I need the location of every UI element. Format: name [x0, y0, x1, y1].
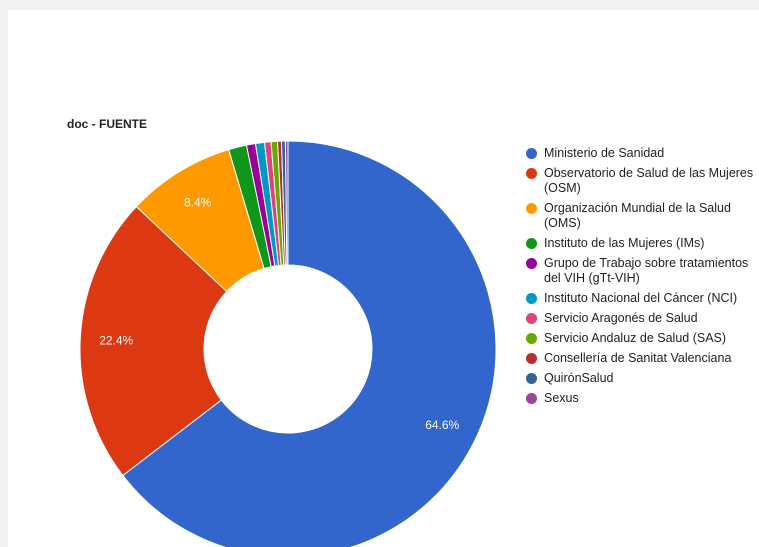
- chart-panel: doc - FUENTE 64.6% 22.4% 8.4% Ministerio d…: [8, 10, 759, 547]
- legend-swatch: [526, 293, 537, 304]
- legend-swatch: [526, 203, 537, 214]
- legend-swatch: [526, 238, 537, 249]
- legend-label: Observatorio de Salud de las Mujeres (OS…: [544, 166, 754, 195]
- legend-label: Servicio Aragonés de Salud: [544, 311, 698, 325]
- legend-swatch: [526, 333, 537, 344]
- legend-label: Ministerio de Sanidad: [544, 146, 665, 160]
- legend-item-sexus[interactable]: Sexus: [526, 391, 759, 406]
- legend-label: Servicio Andaluz de Salud (SAS): [544, 331, 727, 345]
- legend: Ministerio de Sanidad Observatorio de Sal…: [526, 146, 759, 411]
- legend-item-servicio-andaluz-de-salud-sas[interactable]: Servicio Andaluz de Salud (SAS): [526, 331, 759, 346]
- slice-label-observatorio-de-salud-de-las-mujeres-osm: 22.4%: [99, 333, 133, 347]
- slice-label-ministerio-de-sanidad: 64.6%: [425, 418, 459, 432]
- legend-label: Consellería de Sanitat Valenciana: [544, 351, 732, 365]
- slice-ministerio-de-sanidad[interactable]: [122, 140, 497, 547]
- legend-label: Instituto de las Mujeres (IMs): [544, 236, 705, 250]
- legend-item-grupo-de-trabajo-sobre-tratamientos-del-vih-gtt-vih[interactable]: Grupo de Trabajo sobre tratamientos del …: [526, 256, 759, 286]
- legend-swatch: [526, 393, 537, 404]
- legend-label: QuirónSalud: [544, 371, 614, 385]
- legend-item-servicio-aragones-de-salud[interactable]: Servicio Aragonés de Salud: [526, 311, 759, 326]
- slice-sexus[interactable]: [284, 140, 289, 266]
- slice-label-organizacion-mundial-de-la-salud-oms: 8.4%: [184, 196, 212, 210]
- legend-swatch: [526, 258, 537, 269]
- legend-swatch: [526, 373, 537, 384]
- chart-title: doc - FUENTE: [67, 117, 147, 131]
- legend-label: Grupo de Trabajo sobre tratamientos del …: [544, 256, 749, 285]
- legend-label: Instituto Nacional del Cáncer (NCI): [544, 291, 738, 305]
- legend-item-quironsalud[interactable]: QuirónSalud: [526, 371, 759, 386]
- legend-item-instituto-nacional-del-cancer-nci[interactable]: Instituto Nacional del Cáncer (NCI): [526, 291, 759, 306]
- legend-swatch: [526, 168, 537, 179]
- legend-item-conselleria-de-sanitat-valenciana[interactable]: Consellería de Sanitat Valenciana: [526, 351, 759, 366]
- legend-item-ministerio-de-sanidad[interactable]: Ministerio de Sanidad: [526, 146, 759, 161]
- donut-chart: 64.6% 22.4% 8.4%: [79, 140, 497, 547]
- legend-item-observatorio-de-salud-de-las-mujeres-osm[interactable]: Observatorio de Salud de las Mujeres (OS…: [526, 166, 759, 196]
- legend-item-organizacion-mundial-de-la-salud-oms[interactable]: Organización Mundial de la Salud (OMS): [526, 201, 759, 231]
- legend-swatch: [526, 313, 537, 324]
- legend-swatch: [526, 353, 537, 364]
- legend-item-instituto-de-las-mujeres-ims[interactable]: Instituto de las Mujeres (IMs): [526, 236, 759, 251]
- legend-label: Sexus: [544, 391, 579, 405]
- legend-label: Organización Mundial de la Salud (OMS): [544, 201, 731, 230]
- legend-swatch: [526, 148, 537, 159]
- slice-observatorio-de-salud-de-las-mujeres-osm[interactable]: [79, 205, 228, 477]
